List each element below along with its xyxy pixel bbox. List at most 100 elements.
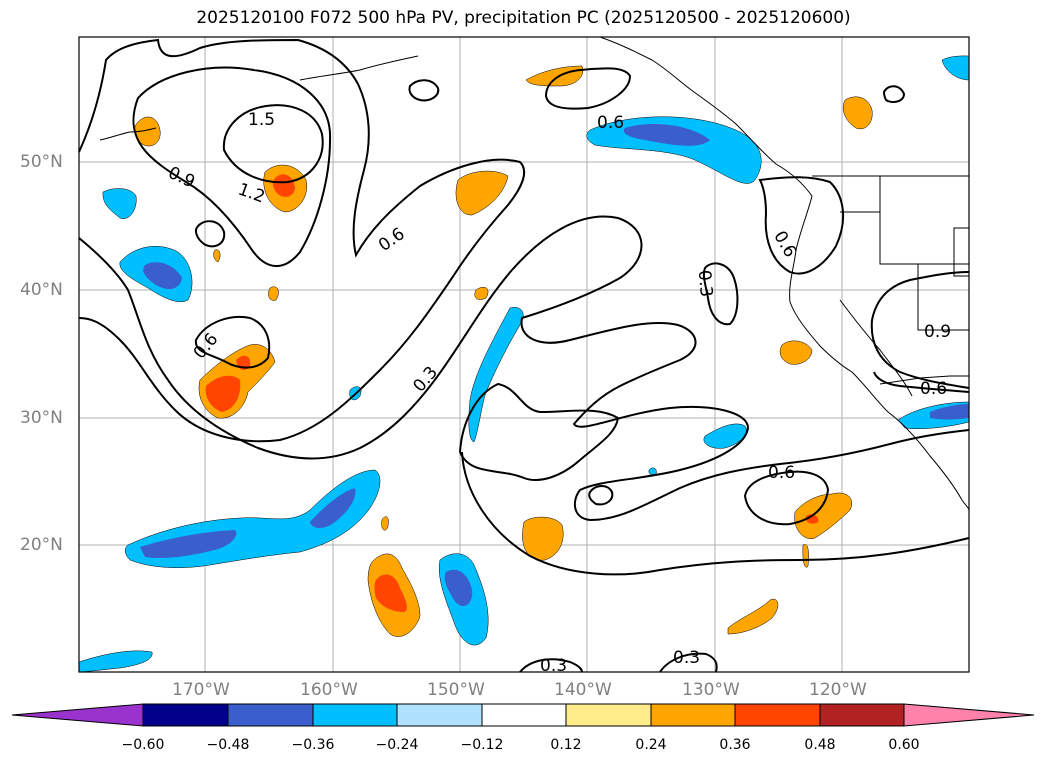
warm-patch-east-22n [794, 492, 852, 540]
contour-label: 0.9 [165, 163, 198, 193]
cool-patch-tiny [648, 467, 657, 476]
lon-label: 170°W [172, 680, 230, 700]
coast-north-america-west [789, 195, 970, 511]
colorbar-tick-label: −0.24 [375, 737, 419, 753]
colorbar [11, 703, 1035, 727]
colorbar-tick-label: 0.24 [635, 737, 667, 753]
contour-label: 0.6 [920, 379, 947, 399]
pv-contours [78, 38, 970, 673]
contour-0-3-us [702, 262, 739, 326]
contour-label: 0.3 [694, 269, 716, 298]
contour-0-9-us [870, 271, 970, 389]
warm-core-west-35n [205, 375, 241, 412]
colorbar-bin [396, 703, 483, 727]
border-states-4 [953, 227, 970, 277]
colorbar-bin [650, 703, 736, 727]
cool-core-south-east [310, 488, 356, 528]
contour-1-5 [222, 104, 324, 184]
colorbar-extend-low [11, 703, 144, 727]
colorbar-extend-high [903, 703, 1035, 727]
coast-baja [839, 299, 913, 397]
positive-anomalies [134, 65, 873, 637]
contour-0-3-bottom [519, 658, 583, 673]
figure-title: 2025120100 F072 500 hPa PV, precipitatio… [196, 8, 851, 28]
contour-0-9-low [132, 66, 332, 267]
contour-labels: 1.5 1.2 0.9 0.6 0.6 0.3 0.3 0.6 0.6 0.9 … [165, 110, 951, 676]
contour-0-3-inner [458, 382, 620, 481]
border-mexico [879, 375, 969, 385]
contour-label: 1.2 [235, 179, 267, 207]
contour-0-6-nw [544, 67, 632, 110]
border-states-3 [917, 264, 969, 331]
warm-core-hawaii [374, 574, 407, 612]
colorbar-tick-label: −0.36 [291, 737, 335, 753]
cool-core-baja [930, 404, 969, 420]
contour-label: 0.6 [375, 224, 409, 256]
contour-0-6-us [758, 176, 845, 275]
cool-patch-sw-corner [78, 650, 153, 673]
coast-aleutian [99, 127, 157, 141]
lat-label: 40°N [20, 280, 63, 300]
border-states-1 [879, 176, 969, 265]
graticule [79, 37, 969, 672]
warm-core-low-center [272, 174, 295, 197]
lat-label: 50°N [20, 152, 63, 172]
contour-0-3-big [78, 215, 970, 522]
warm-patch-south-east [727, 598, 779, 635]
contour-0-3-south-loop [461, 451, 970, 576]
warm-patch-small-1 [213, 249, 221, 263]
contour-label: 0.9 [924, 322, 951, 342]
warm-patch-hawaii-strip [381, 516, 389, 531]
colorbar-tick-label: −0.12 [460, 737, 504, 753]
colorbar-bin [142, 703, 229, 727]
warm-patch-ne-1 [842, 96, 873, 130]
cool-patch-central-strip [468, 307, 524, 443]
warm-patch-nw-top [525, 65, 584, 87]
lon-label: 120°W [809, 680, 867, 700]
colorbar-bin [734, 703, 821, 727]
colorbar-bin [481, 703, 567, 727]
contour-0-3-south-ring [588, 485, 614, 506]
negative-anomalies [78, 55, 970, 673]
cool-patch-nw-small [102, 188, 137, 219]
contour-label: 0.3 [673, 648, 700, 668]
cool-core-south-long [140, 530, 237, 559]
warm-patch-north-mid [455, 170, 509, 216]
contour-0-6-ring-east [743, 470, 830, 526]
colorbar-tick-label: 0.60 [888, 737, 920, 753]
colorbar-bin [227, 703, 314, 727]
contour-0-9-small [882, 85, 906, 103]
colorbar-tick-label: 0.36 [719, 737, 751, 753]
lon-label: 140°W [554, 680, 612, 700]
contour-0-3-bottom-b [659, 652, 718, 673]
contour-0-6-west [78, 38, 526, 443]
colorbar-tick-label: 0.12 [550, 737, 582, 753]
contour-label: 1.5 [248, 110, 275, 130]
colorbar-tick-label: 0.48 [804, 737, 836, 753]
coastlines [99, 36, 970, 511]
colorbar-bin [819, 703, 905, 727]
lat-label: 30°N [20, 408, 63, 428]
colorbar-tick-label: −0.48 [206, 737, 250, 753]
coast-alaska [599, 36, 813, 197]
contour-0-6-us-b [873, 371, 970, 393]
warm-patch-stem [802, 544, 809, 568]
colorbar-bin [312, 703, 398, 727]
cool-core-hawaii-east [444, 569, 473, 607]
contour-label: 0.3 [409, 363, 442, 397]
contour-0-6-west-ring [194, 316, 271, 369]
map-frame [78, 36, 970, 673]
contour-label: 0.6 [597, 113, 624, 133]
colorbar-tick-label: −0.60 [121, 737, 165, 753]
contour-label: 0.6 [768, 463, 795, 483]
colorbar-bin [565, 703, 652, 727]
coast-nw [299, 55, 419, 81]
contour-0-9-ring [195, 220, 226, 248]
contour-0-9-small-b [408, 79, 440, 102]
cool-patch-east-30n [703, 423, 747, 449]
lon-label: 160°W [300, 680, 358, 700]
lon-label: 130°W [682, 680, 740, 700]
warm-patch-small-3 [474, 287, 489, 300]
lon-label: 150°W [427, 680, 485, 700]
warm-patch-small-2 [268, 286, 279, 301]
